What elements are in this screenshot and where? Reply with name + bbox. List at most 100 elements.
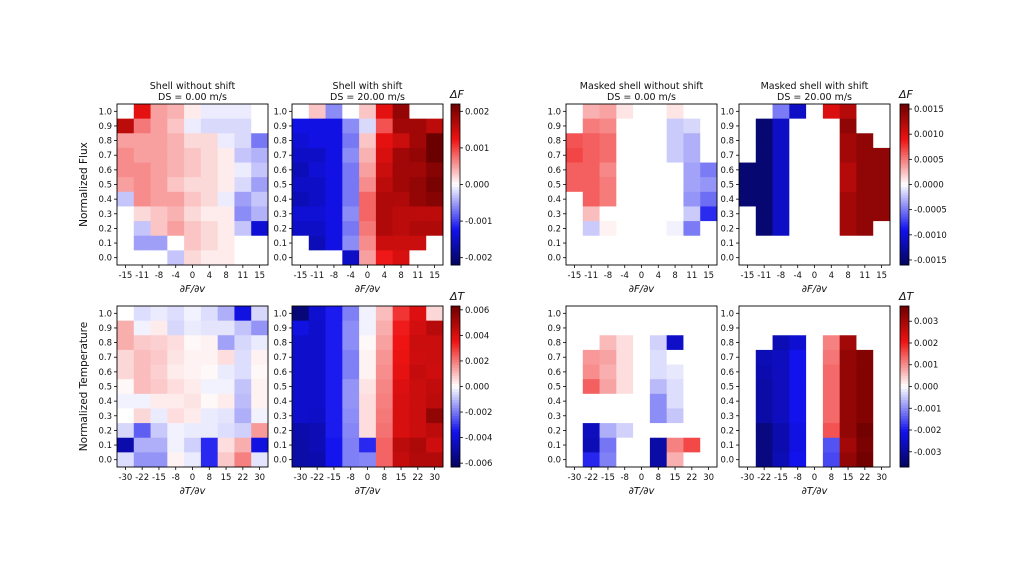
x-tick-label: -8 [777, 271, 785, 281]
x-tick-label: -15 [118, 271, 132, 281]
colorbar-segment [451, 146, 460, 151]
heatmap-cell [251, 191, 269, 207]
heatmap-cell [755, 104, 773, 120]
colorbar-segment [900, 434, 909, 438]
heatmap-cell [200, 104, 219, 120]
heatmap-cell [633, 349, 651, 365]
colorbar-segment [900, 314, 909, 318]
colorbar-segment [451, 203, 460, 207]
heatmap-cell [616, 250, 634, 266]
heatmap-cell [616, 133, 634, 149]
heatmap-cell [234, 235, 252, 251]
heatmap-cell [117, 408, 135, 424]
y-tick-label: 0.1 [547, 441, 561, 451]
heatmap-cell [426, 349, 444, 365]
heatmap-cell [755, 177, 773, 193]
heatmap-cell [133, 221, 151, 237]
heatmap-cell [251, 408, 269, 424]
heatmap-cell [409, 118, 427, 134]
x-tick-label: -15 [601, 473, 615, 483]
panel-title: Shell without shift [150, 81, 236, 92]
heatmap-cell [683, 349, 701, 365]
heatmap-cell [117, 306, 135, 322]
heatmap-cell [873, 423, 891, 439]
heatmap-cell [117, 177, 135, 193]
heatmap-cell [856, 104, 874, 120]
heatmap-cell [342, 335, 360, 351]
heatmap-cell [375, 133, 394, 149]
x-axis-label: ∂F/∂v [180, 284, 206, 295]
heatmap-cell [426, 423, 444, 439]
colorbar-segment [900, 335, 909, 339]
heatmap-cell [167, 162, 185, 178]
heatmap-cell [666, 221, 684, 237]
colorbar-segment [900, 362, 909, 366]
colorbar-tick-label: 0.006 [465, 306, 489, 316]
heatmap-cell [700, 306, 718, 322]
y-tick-label: 0.0 [273, 456, 287, 466]
heatmap-cell [342, 162, 360, 178]
heatmap-cell [856, 250, 874, 266]
y-tick-label: 0.0 [720, 254, 734, 264]
y-tick-label: 0.6 [98, 166, 112, 176]
heatmap-cell [806, 235, 824, 251]
x-tick-label: 11 [237, 271, 248, 281]
colorbar-segment [451, 314, 460, 318]
colorbar-segment [900, 262, 909, 266]
heatmap-cell [342, 437, 360, 453]
heatmap-cell [873, 162, 891, 178]
x-tick-label: 15 [221, 473, 232, 483]
heatmap-cell [117, 162, 135, 178]
heatmap-cell [184, 147, 202, 163]
heatmap-cell [582, 306, 600, 322]
heatmap-cell [789, 379, 807, 395]
heatmap-cell [292, 147, 310, 163]
heatmap-cell [666, 206, 684, 222]
heatmap-cell [873, 104, 891, 120]
heatmap-cell [822, 379, 841, 395]
y-tick-label: 0.4 [547, 195, 561, 205]
heatmap-cell [566, 306, 584, 322]
heatmap-cell [117, 104, 135, 120]
heatmap-cell [359, 118, 377, 134]
heatmap-cell [409, 393, 427, 409]
heatmap-cell [426, 235, 444, 251]
heatmap-cell [755, 364, 773, 380]
heatmap-cell [755, 250, 773, 266]
heatmap-cell [184, 191, 202, 207]
y-tick-label: 0.4 [720, 397, 734, 407]
colorbar-segment [451, 389, 460, 393]
heatmap-cell [292, 250, 310, 266]
heatmap-cell [167, 349, 185, 365]
y-tick-label: 0.9 [273, 324, 287, 334]
colorbar-segment [900, 230, 909, 234]
heatmap-cell [342, 349, 360, 365]
x-tick-label: 15 [876, 271, 887, 281]
heatmap-cell [700, 423, 718, 439]
heatmap-cell [184, 118, 202, 134]
colorbar-tick-label: 0.000 [465, 383, 489, 393]
colorbar-segment [900, 104, 909, 108]
heatmap-cell [806, 133, 824, 149]
heatmap-cell [325, 349, 343, 365]
colorbar-segment [451, 348, 460, 353]
heatmap-cell [566, 221, 584, 237]
heatmap-cell [806, 177, 824, 193]
panel-title: Masked shell with shift [761, 81, 869, 92]
x-tick-label: 0 [639, 271, 644, 281]
colorbar-segment [900, 429, 909, 433]
heatmap-cell [822, 423, 841, 439]
heatmap-cell [308, 250, 326, 266]
heatmap-cell [739, 162, 757, 178]
colorbar-tick-label: 0.0010 [914, 130, 944, 140]
heatmap-cell [873, 437, 891, 453]
colorbar-tick-label: -0.0005 [914, 206, 947, 216]
colorbar-segment [451, 171, 460, 175]
x-tick-label: 30 [876, 473, 887, 483]
heatmap-cell [308, 393, 326, 409]
colorbar-segment [900, 405, 909, 409]
heatmap-cell [117, 423, 135, 439]
heatmap-cell [392, 408, 410, 424]
heatmap-cell [873, 177, 891, 193]
colorbar-segment [900, 399, 909, 403]
